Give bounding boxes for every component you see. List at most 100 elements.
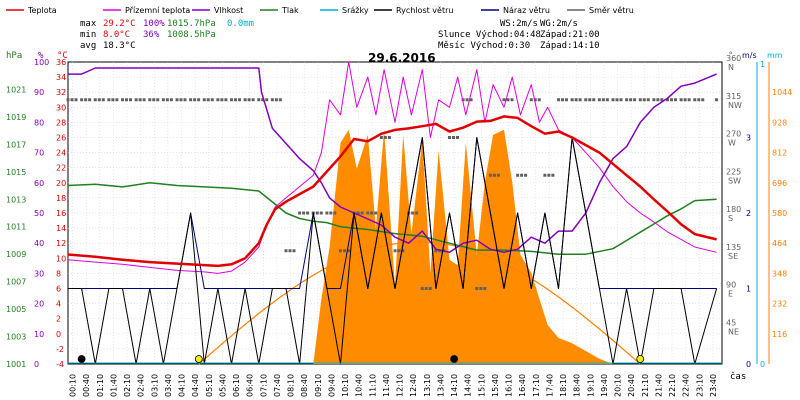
x-tick-label: 07:10 bbox=[259, 374, 268, 397]
x-tick-label: 17:10 bbox=[532, 374, 541, 397]
x-tick-label: 05:40 bbox=[218, 374, 227, 397]
legend-label: Směr větru bbox=[589, 6, 634, 15]
wind-dir-point bbox=[543, 173, 547, 177]
info-sun-set: Západ:21:00 bbox=[540, 30, 600, 40]
y-tick-temperature_c: 8 bbox=[56, 269, 61, 278]
wind-dir-point bbox=[129, 98, 132, 102]
x-tick-label: 13:10 bbox=[423, 374, 432, 397]
x-tick-label: 04:40 bbox=[191, 374, 200, 397]
wind-dir-point bbox=[660, 98, 664, 102]
wind-dir-point bbox=[715, 98, 719, 102]
y-tick-temperature_c: 12 bbox=[56, 239, 66, 248]
wind-dir-point bbox=[270, 98, 274, 102]
x-tick-label: 12:40 bbox=[409, 374, 418, 397]
x-tick-label: 10:40 bbox=[355, 374, 364, 397]
y-tick-humidity_pct: 10 bbox=[34, 330, 44, 339]
wind-dir-point bbox=[234, 98, 237, 102]
wind-dir-point bbox=[247, 98, 251, 102]
x-tick-label: 03:10 bbox=[150, 374, 159, 397]
wind-dir-point bbox=[652, 98, 656, 102]
axis-unit-ms: m/s bbox=[742, 51, 757, 60]
wind-dir-point bbox=[411, 211, 415, 215]
wind-dir-point bbox=[605, 98, 609, 102]
wind-dir-point bbox=[415, 211, 419, 215]
x-tick-label: 04:10 bbox=[178, 374, 187, 397]
wind-dir-point bbox=[693, 98, 697, 102]
wind-dir-point bbox=[524, 173, 528, 177]
wind-dir-point bbox=[615, 98, 619, 102]
sun-curve bbox=[198, 241, 641, 365]
wind-dir-point bbox=[202, 98, 206, 102]
wind-dir-point bbox=[179, 98, 183, 102]
wind-dir-point bbox=[666, 98, 669, 102]
y-tick-temperature_c: 22 bbox=[56, 164, 66, 173]
wind-dir-point bbox=[683, 98, 687, 102]
y-tick-temperature_c: 0 bbox=[56, 330, 61, 339]
wind-dir-point bbox=[292, 249, 296, 253]
y-tick-dir-name: SE bbox=[728, 252, 738, 261]
stats-avg-label: avg bbox=[80, 41, 96, 51]
wind-dir-point bbox=[193, 98, 197, 102]
wind-dir-point bbox=[619, 98, 623, 102]
ground-temp-line bbox=[67, 61, 717, 274]
axis-unit-dir: ° bbox=[728, 51, 733, 61]
x-tick-label: 16:10 bbox=[505, 374, 514, 397]
wind-dir-point bbox=[230, 98, 233, 102]
wind-dir-point bbox=[216, 98, 220, 102]
y-tick-temperature_c: 2 bbox=[56, 315, 61, 324]
wind-dir-point bbox=[434, 249, 438, 253]
x-tick-label: 06:40 bbox=[246, 374, 255, 397]
wind-dir-point bbox=[84, 98, 88, 102]
wind-dir-point bbox=[461, 98, 465, 102]
wind-dir-point bbox=[125, 98, 128, 102]
y-tick-mm: 1 bbox=[760, 60, 765, 69]
y-tick-dir: 315 bbox=[726, 92, 741, 101]
wind-dir-point bbox=[197, 98, 201, 102]
y-tick-humidity_pct: 100 bbox=[34, 58, 49, 67]
y-tick-solar: 116 bbox=[772, 330, 787, 339]
x-tick-label: 14:40 bbox=[464, 374, 473, 397]
x-tick-label: 19:10 bbox=[586, 374, 595, 397]
wind-dir-point bbox=[152, 98, 156, 102]
wind-dir-point bbox=[502, 98, 506, 102]
wind-dir-point bbox=[107, 98, 111, 102]
wind-dir-point bbox=[479, 287, 483, 290]
plot-area: 00:10 00:40 01:10 01:40 02:10 02:40 03:10 03:40… bbox=[66, 61, 723, 397]
wind-dir-point bbox=[611, 98, 615, 102]
x-tick-label: 11:40 bbox=[382, 374, 391, 397]
info-moon-set: Západ:14:10 bbox=[540, 41, 600, 51]
y-tick-humidity_pct: 40 bbox=[34, 239, 44, 248]
y-tick-pressure_hpa: 1005 bbox=[6, 305, 26, 314]
wind-dir-point bbox=[565, 98, 568, 102]
info-block: WS:2m/s WG:2m/s Slunce Východ:04:48 Zápa… bbox=[438, 19, 600, 51]
wind-dir-point bbox=[401, 249, 405, 253]
legend-label: Náraz větru bbox=[503, 6, 550, 15]
wind-dir-point bbox=[642, 98, 646, 102]
x-tick-label: 15:10 bbox=[477, 374, 486, 397]
wind-dir-point bbox=[537, 98, 541, 102]
legend-label: Vlhkost bbox=[214, 6, 243, 15]
wind-dir-point bbox=[366, 211, 370, 215]
x-tick-label: 21:40 bbox=[654, 374, 663, 397]
wind-speed-line bbox=[68, 137, 718, 365]
wind-dir-point bbox=[456, 136, 459, 139]
wind-dir-point bbox=[356, 211, 360, 215]
wind-dir-point bbox=[465, 98, 469, 102]
y-tick-mm: 0 bbox=[760, 360, 765, 369]
x-tick-label: 01:10 bbox=[96, 374, 105, 397]
chart-title: 29.6.2016 bbox=[368, 51, 436, 65]
y-tick-temperature_c: 6 bbox=[56, 285, 61, 294]
wind-dir-point bbox=[670, 98, 673, 102]
sun-moon-marker bbox=[77, 355, 86, 363]
y-tick-dir-name: NE bbox=[728, 327, 739, 336]
wind-dir-point bbox=[347, 249, 350, 253]
wind-dir-point bbox=[238, 98, 241, 102]
wind-dir-point bbox=[697, 98, 701, 102]
wind-dir-point bbox=[561, 98, 564, 102]
wind-dir-point bbox=[656, 98, 660, 102]
wind-dir-point bbox=[387, 136, 391, 139]
y-tick-temperature_c: 14 bbox=[56, 224, 66, 233]
wind-dir-point bbox=[88, 98, 92, 102]
y-tick-humidity_pct: 20 bbox=[34, 300, 44, 309]
wind-dir-point bbox=[551, 173, 555, 177]
